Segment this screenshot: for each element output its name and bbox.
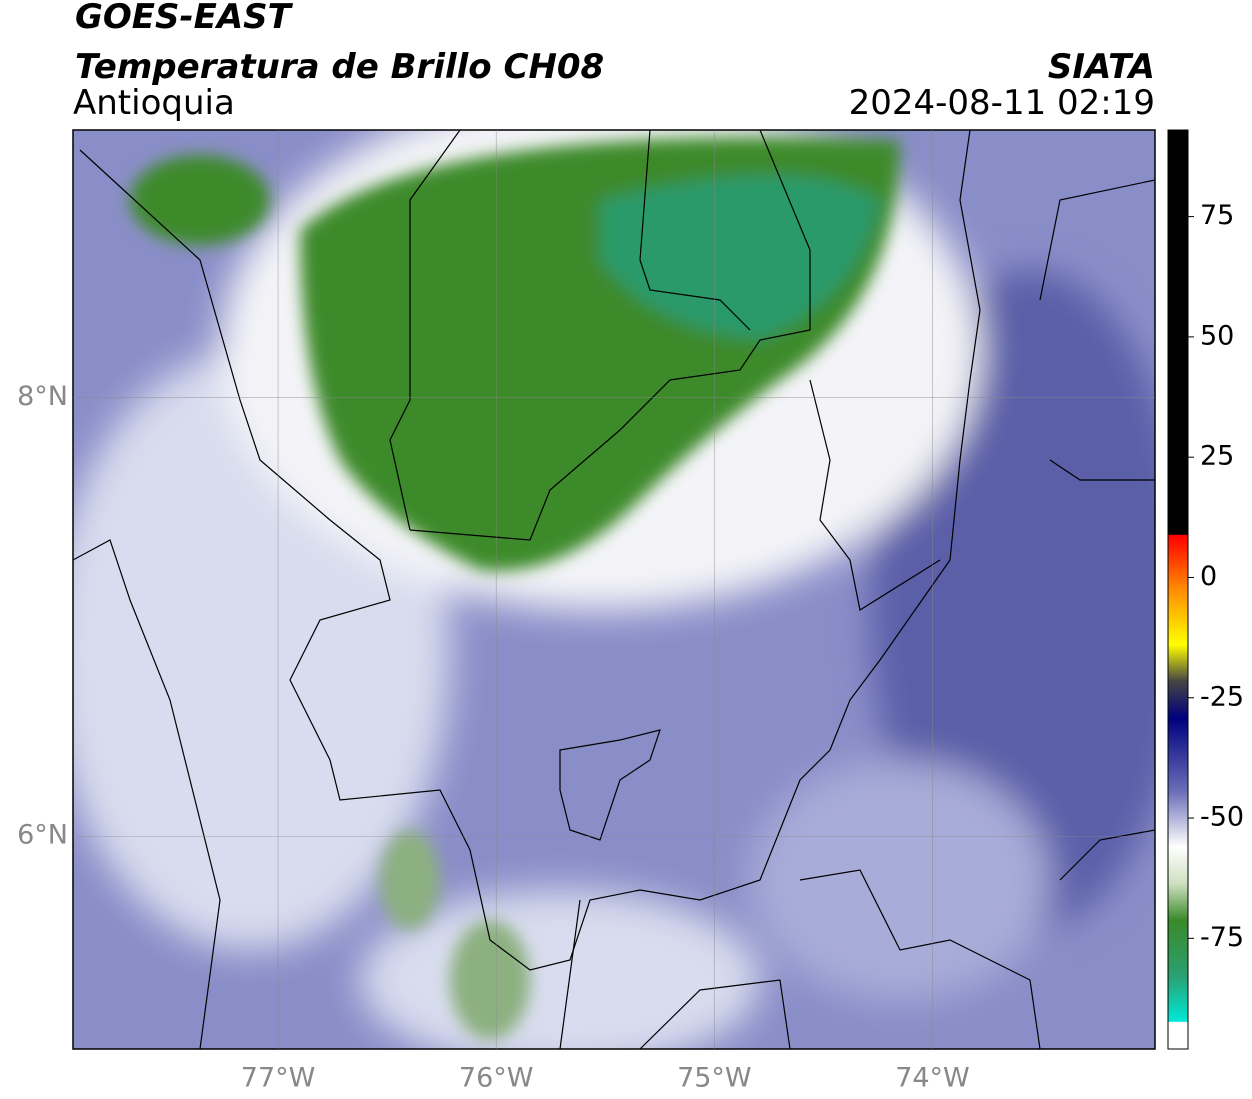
x-tick-label: 77°W xyxy=(241,1063,316,1094)
imagery xyxy=(73,130,1155,1049)
x-tick-label: 74°W xyxy=(895,1063,970,1094)
y-tick-label: 8°N xyxy=(17,381,68,412)
graticule: 77°W 76°W 75°W 74°W 8°N 6°N xyxy=(17,130,1155,1094)
colorbar-tick-label: 75 xyxy=(1200,200,1234,231)
x-tick-label: 76°W xyxy=(459,1063,534,1094)
colorbar-ticks: 75 50 25 0 -25 -50 -75 xyxy=(1188,200,1244,953)
map-frame xyxy=(72,129,1156,1050)
colorbar-tick-label: -75 xyxy=(1200,922,1244,953)
colorbar xyxy=(1167,129,1189,1050)
colorbar-tick-label: 50 xyxy=(1200,320,1234,351)
colorbar-tick-label: 0 xyxy=(1200,561,1217,592)
subtitle: Temperatura de Brillo CH08 xyxy=(75,47,604,87)
colorbar-tick-label: -50 xyxy=(1200,802,1244,833)
source: SIATA xyxy=(1048,47,1155,87)
title: GOES-EAST xyxy=(75,0,294,37)
x-tick-label: 75°W xyxy=(677,1063,752,1094)
y-tick-label: 6°N xyxy=(17,820,68,851)
colorbar-tick-label: 25 xyxy=(1200,441,1234,472)
colorbar-tick-label: -25 xyxy=(1200,681,1244,712)
region: Antioquia xyxy=(73,83,235,123)
datetime: 2024-08-11 02:19 xyxy=(849,83,1155,123)
